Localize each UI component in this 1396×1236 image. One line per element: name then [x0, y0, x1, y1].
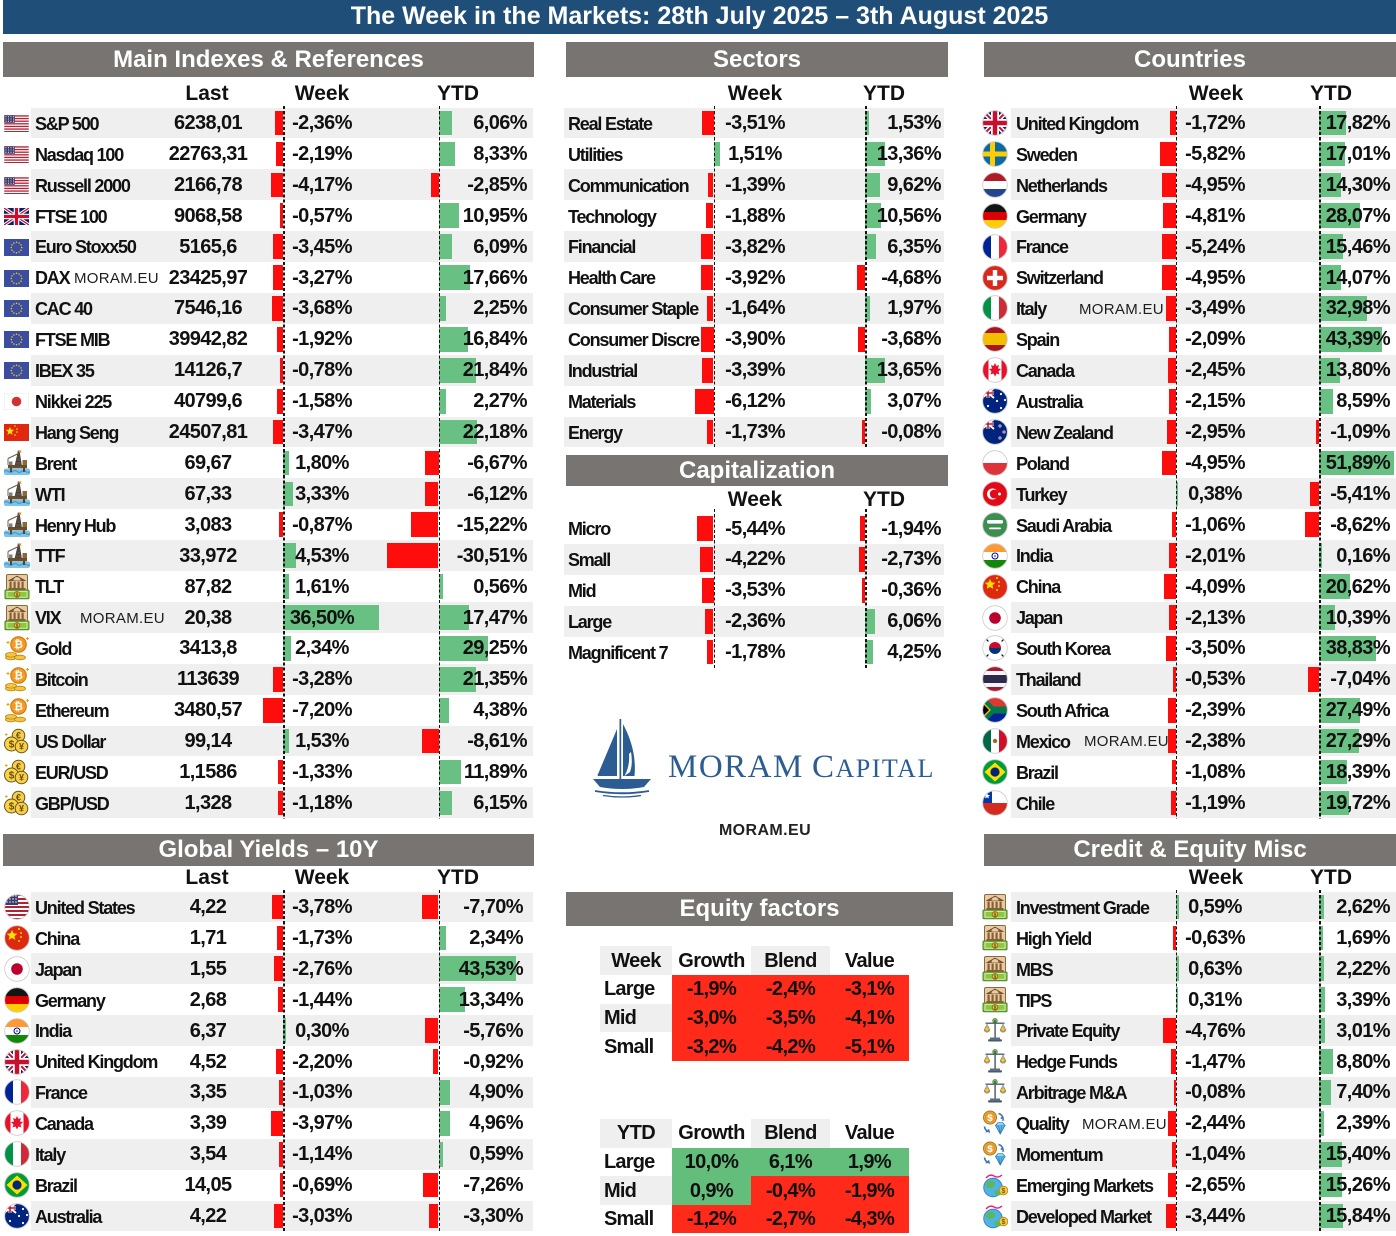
svg-text:$: $	[994, 912, 997, 918]
svg-text:₿: ₿	[14, 670, 23, 682]
svg-text:$: $	[9, 740, 15, 751]
svg-text:₿: ₿	[14, 640, 23, 652]
svg-text:$: $	[987, 1113, 993, 1124]
svg-text:₿: ₿	[14, 701, 23, 713]
svg-text:¥: ¥	[19, 804, 24, 814]
svg-text:$: $	[16, 623, 19, 629]
svg-text:$: $	[994, 1080, 997, 1085]
svg-text:$: $	[994, 974, 997, 980]
svg-text:$: $	[1002, 1188, 1006, 1195]
svg-text:€: €	[16, 793, 21, 803]
svg-text:¥: ¥	[19, 742, 24, 752]
svg-text:€: €	[16, 762, 21, 772]
svg-text:$: $	[994, 1049, 997, 1054]
svg-text:$: $	[1002, 1219, 1006, 1226]
svg-text:$: $	[9, 802, 15, 813]
svg-text:¥: ¥	[19, 773, 24, 783]
svg-text:$: $	[987, 1144, 993, 1155]
svg-text:$: $	[994, 1018, 997, 1023]
svg-text:$: $	[994, 943, 997, 949]
svg-text:€: €	[16, 731, 21, 741]
svg-text:$: $	[994, 1005, 997, 1011]
svg-text:$: $	[16, 592, 19, 598]
svg-text:$: $	[9, 771, 15, 782]
